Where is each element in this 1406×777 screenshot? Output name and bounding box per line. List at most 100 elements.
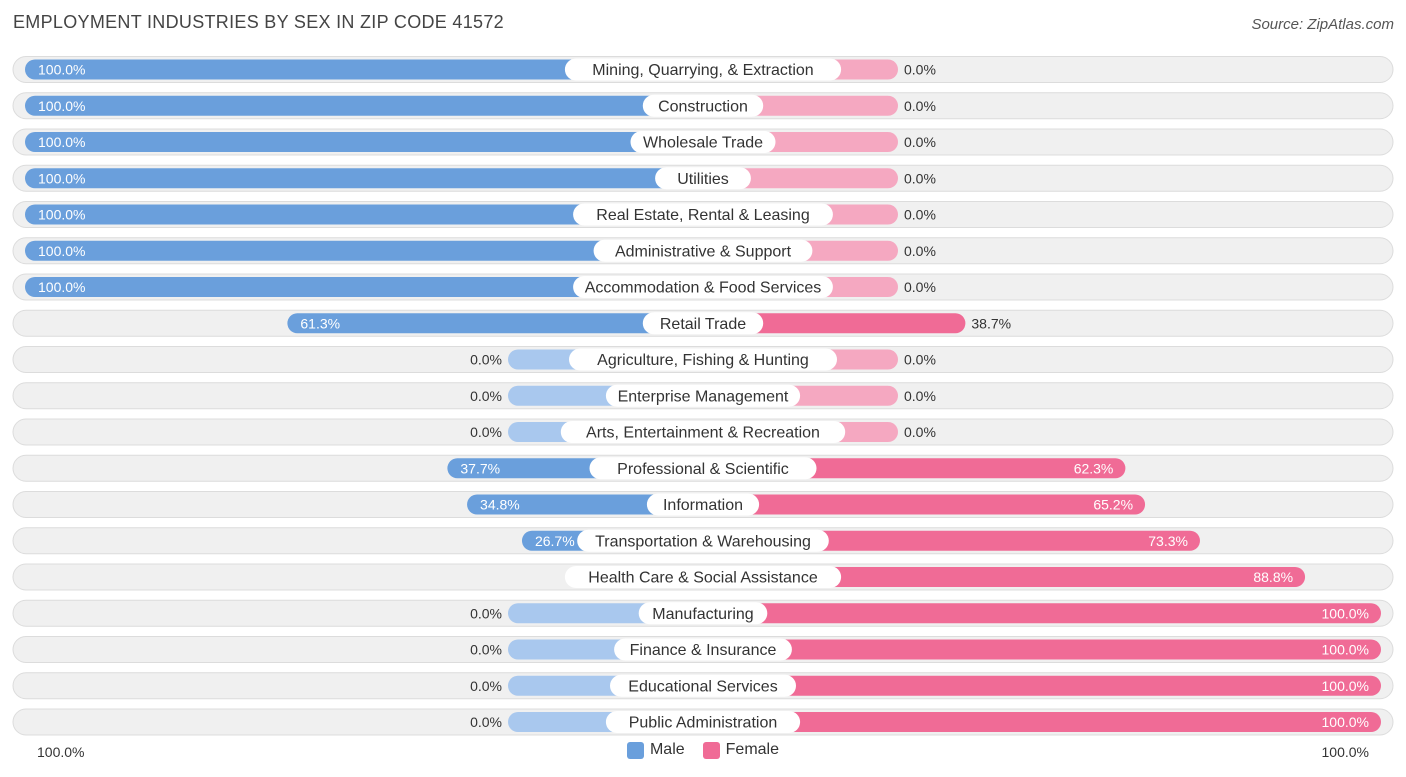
value-label-female: 100.0%: [1322, 714, 1369, 730]
value-label-female: 38.7%: [971, 315, 1011, 331]
category-pill: [577, 529, 829, 552]
category-pill: [569, 348, 837, 371]
category-label: Wholesale Trade: [643, 135, 763, 152]
category-pill: [655, 167, 751, 190]
chart-row: 100.0% 0.0% Utilities: [12, 164, 1394, 192]
category-pill: [573, 276, 833, 298]
bar-male: [25, 240, 703, 261]
value-label-male: 0.0%: [470, 605, 502, 621]
category-label: Arts, Entertainment & Recreation: [586, 425, 820, 442]
bar-male: [25, 132, 703, 152]
category-label: Finance & Insurance: [630, 642, 777, 659]
category-label: Public Administration: [629, 715, 778, 732]
category-pill: [593, 239, 813, 262]
chart-row: 100.0% 0.0% Mining, Quarrying, & Extractio…: [12, 56, 1394, 83]
value-label-female: 0.0%: [904, 243, 936, 259]
chart-row: 100.0% 0.0% Administrative & Support: [12, 237, 1394, 265]
chart-row: 26.7% 73.3% Transportation & Warehousing: [12, 527, 1394, 555]
value-label-male: 34.8%: [480, 497, 520, 513]
value-label-male: 37.7%: [460, 460, 500, 476]
category-label: Accommodation & Food Services: [585, 280, 822, 297]
chart-row: 34.8% 65.2% Information: [12, 491, 1394, 518]
value-label-female: 0.0%: [904, 352, 936, 368]
value-label-female: 73.3%: [1148, 533, 1188, 549]
value-label-female: 0.0%: [904, 207, 936, 223]
value-label-female: 0.0%: [904, 98, 936, 114]
value-label-male: 0.0%: [470, 388, 502, 404]
value-label-male: 0.0%: [470, 424, 502, 440]
bar-female: [703, 603, 1381, 624]
bar-female: [703, 313, 966, 334]
value-label-male: 100.0%: [38, 134, 85, 150]
axis-left-label: 100.0%: [37, 744, 85, 760]
bar-male: [25, 95, 703, 116]
value-label-female: 0.0%: [904, 424, 936, 440]
category-pill: [610, 674, 796, 697]
bar-male: [287, 313, 703, 334]
bar-male: [25, 277, 703, 297]
value-label-male: 100.0%: [38, 207, 85, 223]
category-label: Professional & Scientific: [617, 461, 789, 478]
category-label: Administrative & Support: [615, 243, 792, 260]
category-label: Information: [663, 497, 743, 514]
category-pill: [560, 421, 846, 443]
chart-row: 37.7% 62.3% Professional & Scientific: [12, 454, 1394, 482]
bar-female: [703, 675, 1381, 696]
source-note: Source: ZipAtlas.com: [1251, 16, 1394, 33]
category-label: Real Estate, Rental & Leasing: [596, 207, 809, 224]
category-label: Retail Trade: [660, 316, 746, 333]
legend-label-male: Male: [649, 741, 685, 758]
chart-row: 0.0% 0.0% Arts, Entertainment & Recreation: [12, 418, 1394, 446]
bar-male: [467, 494, 703, 515]
value-label-female: 100.0%: [1322, 605, 1369, 621]
chart-row: 0.0% 100.0% Educational Services: [12, 672, 1394, 700]
category-label: Agriculture, Fishing & Hunting: [597, 352, 809, 369]
value-label-female: 0.0%: [904, 279, 936, 295]
chart-row: 0.0% 100.0% Public Administration: [12, 708, 1394, 736]
value-label-female: 62.3%: [1074, 460, 1114, 476]
category-pill: [642, 312, 764, 335]
bar-female: [703, 639, 1381, 660]
value-label-male: 26.7%: [535, 533, 575, 549]
legend-item-male[interactable]: Male: [626, 741, 685, 759]
chart-row: 0.0% 100.0% Finance & Insurance: [12, 636, 1394, 663]
chart-row: 100.0% 0.0% Accommodation & Food Services: [12, 273, 1394, 301]
chart-row: 100.0% 0.0% Real Estate, Rental & Leasing: [12, 201, 1394, 228]
category-pill: [605, 711, 801, 733]
value-label-male: 61.3%: [300, 315, 340, 331]
axis-right-label: 100.0%: [1321, 744, 1369, 760]
bar-male: [25, 204, 703, 225]
category-pill: [564, 58, 842, 81]
category-pill: [564, 566, 842, 588]
chart-plot: 100.0% 0.0% Mining, Quarrying, & Extractio…: [12, 56, 1394, 736]
bar-female: [703, 494, 1146, 515]
category-label: Manufacturing: [652, 606, 753, 623]
category-pill: [605, 384, 801, 407]
chart-row: 100.0% 0.0% Wholesale Trade: [12, 128, 1394, 156]
legend-swatch-male: [626, 741, 644, 759]
value-label-male: 0.0%: [470, 714, 502, 730]
value-label-female: 0.0%: [904, 388, 936, 404]
chart-row: 0.0% 0.0% Agriculture, Fishing & Hunting: [12, 346, 1394, 373]
value-label-female: 88.8%: [1253, 569, 1293, 585]
category-pill: [646, 493, 760, 516]
value-label-male: 0.0%: [470, 678, 502, 694]
category-label: Mining, Quarrying, & Extraction: [592, 62, 813, 79]
category-pill: [614, 638, 792, 661]
legend-item-female[interactable]: Female: [702, 741, 779, 759]
value-label-male: 100.0%: [38, 170, 85, 186]
bar-female: [703, 712, 1381, 732]
chart-row: 0.0% 0.0% Enterprise Management: [12, 382, 1394, 410]
bar-female: [703, 567, 1306, 587]
value-label-female: 100.0%: [1322, 678, 1369, 694]
category-pill: [638, 602, 768, 625]
category-label: Educational Services: [628, 678, 777, 695]
value-label-female: 65.2%: [1093, 497, 1133, 513]
category-pill: [589, 457, 817, 480]
category-label: Enterprise Management: [618, 388, 789, 405]
value-label-female: 100.0%: [1322, 642, 1369, 658]
legend: Male Female: [0, 741, 1406, 759]
value-label-male: 100.0%: [38, 279, 85, 295]
value-label-female: 0.0%: [904, 62, 936, 78]
category-pill: [642, 94, 764, 117]
